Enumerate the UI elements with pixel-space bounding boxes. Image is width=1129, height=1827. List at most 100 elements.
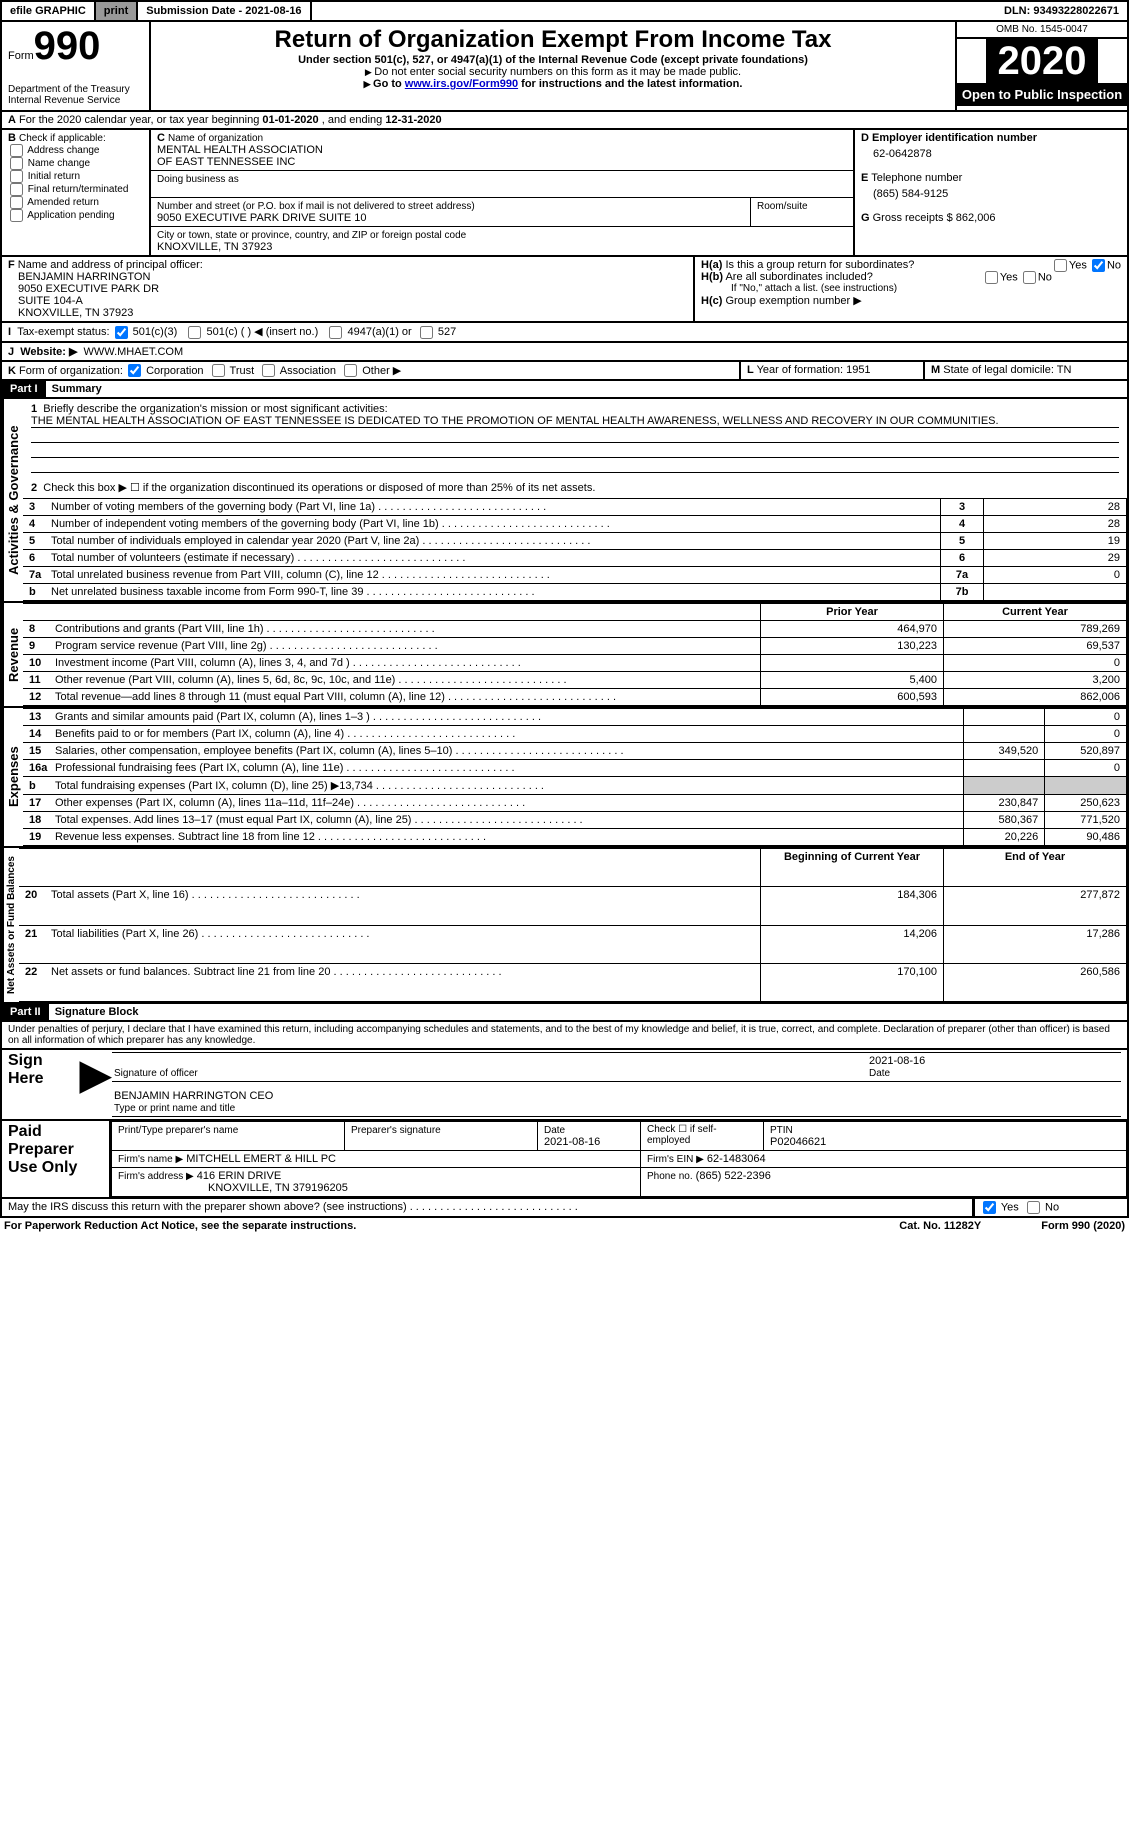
dln: DLN: 93493228022671 [996, 2, 1127, 20]
checkbox-amended-return[interactable]: Amended return [8, 196, 143, 209]
website: WWW.MHAET.COM [84, 346, 184, 358]
corp-checkbox[interactable] [128, 364, 141, 377]
checkbox-name-change[interactable]: Name change [8, 157, 143, 170]
line-4: 4Number of independent voting members of… [23, 516, 1127, 533]
section-i: I Tax-exempt status: 501(c)(3) 501(c) ( … [0, 323, 1129, 343]
line-18: 18Total expenses. Add lines 13–17 (must … [23, 812, 1127, 829]
firm-phone: (865) 522-2396 [696, 1170, 771, 1182]
line-b: bTotal fundraising expenses (Part IX, co… [23, 777, 1127, 795]
other-checkbox[interactable] [344, 364, 357, 377]
line-13: 13Grants and similar amounts paid (Part … [23, 709, 1127, 726]
org-city: KNOXVILLE, TN 37923 [157, 241, 272, 253]
firm-addr2: KNOXVILLE, TN 379196205 [208, 1182, 348, 1194]
dept-label: Department of the Treasury [8, 84, 143, 95]
side-expenses: Expenses [2, 708, 23, 846]
line-8: 8Contributions and grants (Part VIII, li… [23, 621, 1127, 638]
ptin: P02046621 [770, 1136, 826, 1148]
goto-link-line: Go to www.irs.gov/Form990 for instructio… [159, 78, 947, 90]
line-7a: 7aTotal unrelated business revenue from … [23, 567, 1127, 584]
section-f-h: F Name and address of principal officer:… [0, 257, 1129, 323]
print-button[interactable]: print [96, 2, 138, 20]
hb-no-checkbox[interactable] [1023, 271, 1036, 284]
line-5: 5Total number of individuals employed in… [23, 533, 1127, 550]
line-12: 12Total revenue—add lines 8 through 11 (… [23, 689, 1127, 706]
assoc-checkbox[interactable] [262, 364, 275, 377]
line-16a: 16aProfessional fundraising fees (Part I… [23, 760, 1127, 777]
gross-receipts: 862,006 [956, 212, 996, 224]
line-14: 14Benefits paid to or for members (Part … [23, 726, 1127, 743]
line-21: 21Total liabilities (Part X, line 26)14,… [19, 925, 1127, 963]
side-governance: Activities & Governance [2, 399, 23, 601]
revenue-table: Prior YearCurrent Year8Contributions and… [23, 603, 1127, 706]
tax-year: 2020 [986, 39, 1099, 83]
firm-ein: 62-1483064 [707, 1153, 766, 1165]
checkbox-initial-return[interactable]: Initial return [8, 170, 143, 183]
line-17: 17Other expenses (Part IX, column (A), l… [23, 795, 1127, 812]
ha-no-checkbox[interactable] [1092, 259, 1105, 272]
501c3-checkbox[interactable] [115, 326, 128, 339]
form-title: Return of Organization Exempt From Incom… [159, 26, 947, 54]
firm-addr1: 416 ERIN DRIVE [197, 1170, 281, 1182]
4947-checkbox[interactable] [329, 326, 342, 339]
officer-name: BENJAMIN HARRINGTON CEO [114, 1090, 273, 1102]
efile-label: efile GRAPHIC [2, 2, 96, 20]
form-label: Form [8, 50, 34, 62]
section-j: J Website: ▶ WWW.MHAET.COM [0, 343, 1129, 362]
line-22: 22Net assets or fund balances. Subtract … [19, 963, 1127, 1001]
ein: 62-0642878 [873, 148, 1121, 160]
no-ssn-note: Do not enter social security numbers on … [159, 66, 947, 78]
perjury-statement: Under penalties of perjury, I declare th… [2, 1022, 1127, 1048]
discuss-no-checkbox[interactable] [1027, 1201, 1040, 1214]
line-9: 9Program service revenue (Part VIII, lin… [23, 638, 1127, 655]
part2-header: Part II Signature Block [0, 1004, 1129, 1022]
inspection-label: Open to Public Inspection [957, 83, 1127, 106]
officer-address: BENJAMIN HARRINGTON9050 EXECUTIVE PARK D… [18, 271, 687, 319]
527-checkbox[interactable] [420, 326, 433, 339]
line-20: 20Total assets (Part X, line 16)184,3062… [19, 887, 1127, 925]
paid-preparer-block: Paid Preparer Use Only Print/Type prepar… [0, 1121, 1129, 1199]
checkbox-final-return-terminated[interactable]: Final return/terminated [8, 183, 143, 196]
line-3: 3Number of voting members of the governi… [23, 499, 1127, 516]
line-6: 6Total number of volunteers (estimate if… [23, 550, 1127, 567]
top-bar: efile GRAPHIC print Submission Date - 20… [0, 0, 1129, 20]
phone: (865) 584-9125 [873, 188, 1121, 200]
hb-yes-checkbox[interactable] [985, 271, 998, 284]
line-10: 10Investment income (Part VIII, column (… [23, 655, 1127, 672]
checkbox-application-pending[interactable]: Application pending [8, 209, 143, 222]
mission-text: THE MENTAL HEALTH ASSOCIATION OF EAST TE… [31, 415, 1119, 428]
section-k-l-m: K Form of organization: Corporation Trus… [0, 362, 1129, 382]
trust-checkbox[interactable] [212, 364, 225, 377]
submission-date: Submission Date - 2021-08-16 [138, 2, 311, 20]
prep-date: 2021-08-16 [544, 1136, 600, 1148]
line-a: A For the 2020 calendar year, or tax yea… [0, 112, 1129, 130]
line-15: 15Salaries, other compensation, employee… [23, 743, 1127, 760]
org-address: 9050 EXECUTIVE PARK DRIVE SUITE 10 [157, 212, 366, 224]
checkbox-address-change[interactable]: Address change [8, 144, 143, 157]
irs-link[interactable]: www.irs.gov/Form990 [405, 78, 518, 90]
expenses-table: 13Grants and similar amounts paid (Part … [23, 708, 1127, 846]
form-subtitle: Under section 501(c), 527, or 4947(a)(1)… [159, 54, 947, 66]
governance-table: 3Number of voting members of the governi… [23, 498, 1127, 601]
line-b: bNet unrelated business taxable income f… [23, 584, 1127, 601]
balances-table: Beginning of Current YearEnd of Year20To… [19, 848, 1127, 1002]
part1-header: Part I Summary [0, 381, 1129, 399]
section-b-through-g: B Check if applicable: Address change Na… [0, 130, 1129, 257]
discuss-yes-checkbox[interactable] [983, 1201, 996, 1214]
org-name-2: OF EAST TENNESSEE INC [157, 156, 295, 168]
footer: For Paperwork Reduction Act Notice, see … [0, 1218, 1129, 1234]
sig-date: 2021-08-16 [869, 1055, 925, 1067]
org-name-1: MENTAL HEALTH ASSOCIATION [157, 144, 323, 156]
state-domicile: TN [1057, 364, 1072, 376]
501c-checkbox[interactable] [188, 326, 201, 339]
side-revenue: Revenue [2, 603, 23, 706]
omb-number: OMB No. 1545-0047 [957, 22, 1127, 39]
form-header: Form990 Department of the Treasury Inter… [0, 20, 1129, 112]
sign-here-block: Sign Here ▶ Signature of officer 2021-08… [0, 1050, 1129, 1121]
irs-label: Internal Revenue Service [8, 95, 143, 106]
line-11: 11Other revenue (Part VIII, column (A), … [23, 672, 1127, 689]
ha-yes-checkbox[interactable] [1054, 259, 1067, 272]
firm-name: MITCHELL EMERT & HILL PC [186, 1153, 336, 1165]
year-formation: 1951 [846, 364, 870, 376]
side-balances: Net Assets or Fund Balances [2, 848, 19, 1002]
form-number: 990 [34, 24, 101, 68]
